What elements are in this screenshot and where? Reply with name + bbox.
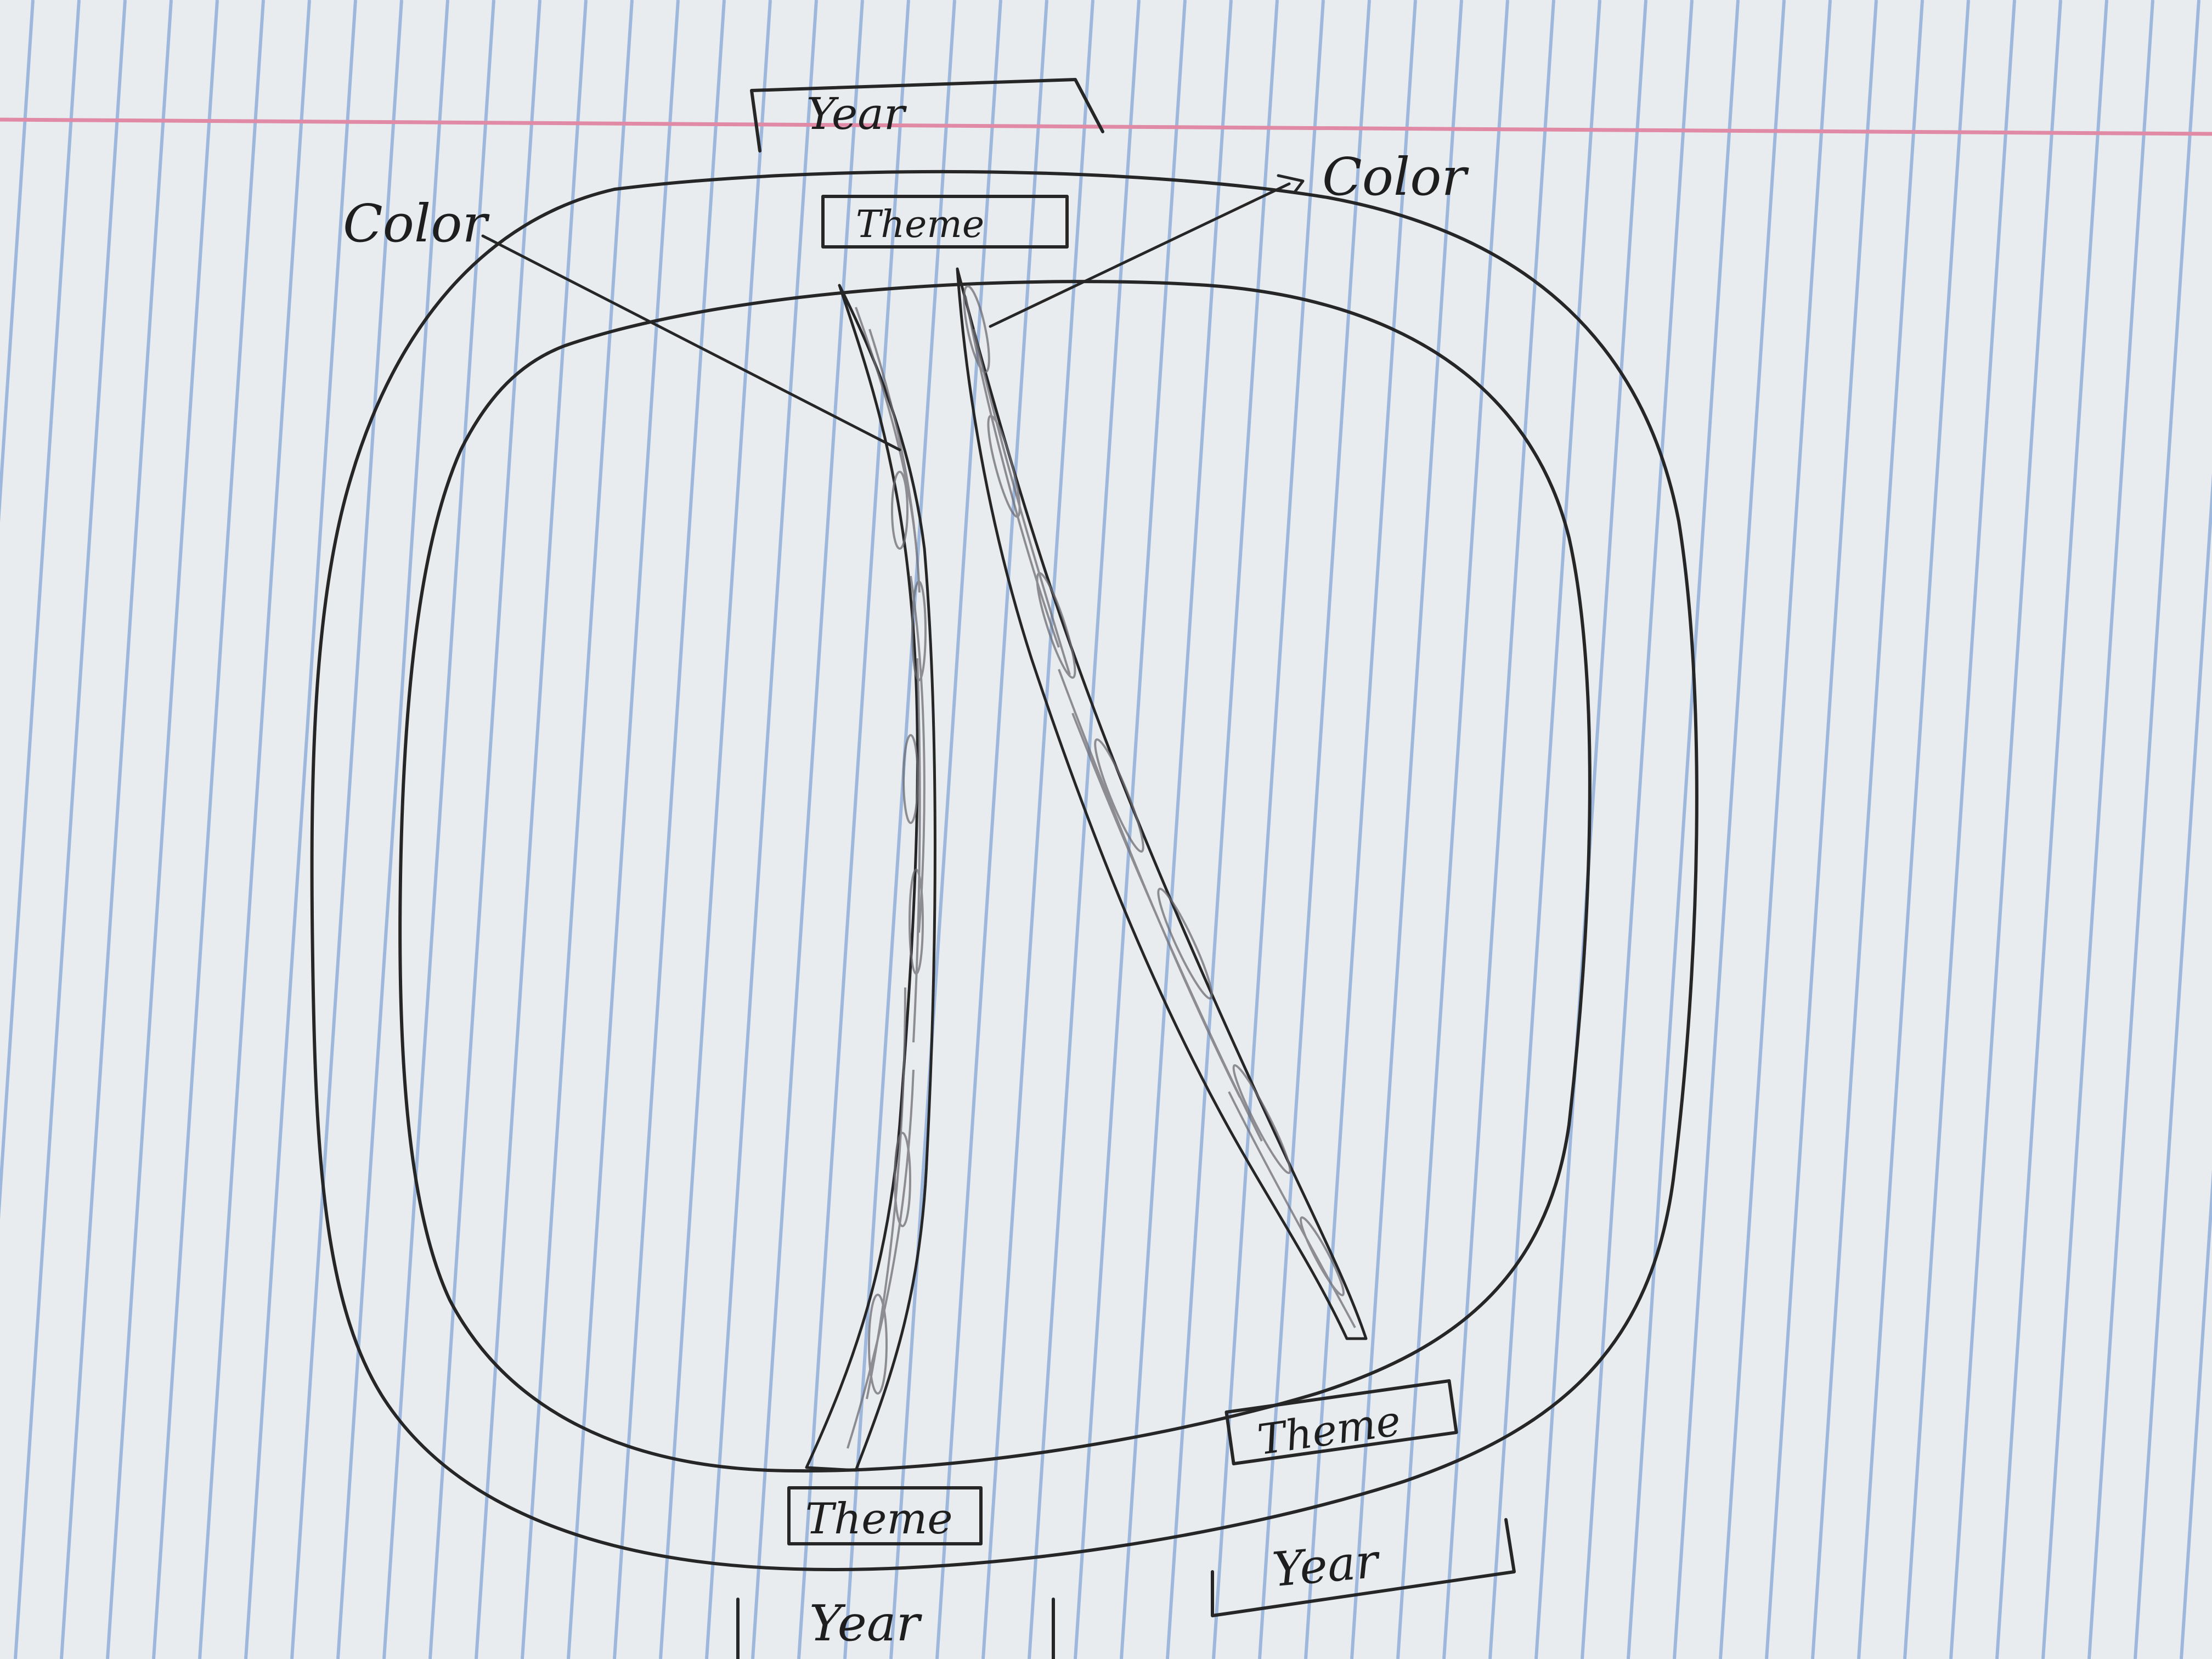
ruled-line [2180, 1169, 2212, 1659]
ruled-line [428, 0, 541, 1659]
ruled-line [290, 0, 403, 1659]
margin-line [0, 117, 2212, 136]
ruled-line [705, 0, 818, 1659]
ruled-line [0, 0, 35, 523]
ruled-line [1120, 0, 1233, 1659]
ruled-line [1903, 0, 2016, 1659]
ruled-line [1488, 0, 1601, 1659]
ruled-line [152, 0, 265, 1659]
ruled-line [2134, 472, 2212, 1659]
ruled-line [1350, 0, 1463, 1659]
inner-ring [398, 280, 1592, 1473]
ruled-line [14, 0, 127, 1659]
ruled-line [1995, 0, 2108, 1659]
ruled-line [1258, 0, 1371, 1659]
ruled-line [198, 0, 311, 1659]
ruled-line [1581, 0, 1694, 1659]
ruled-line [382, 0, 495, 1659]
ruled-line [1811, 0, 1924, 1659]
ruled-line [475, 0, 588, 1659]
ruled-line [2087, 0, 2200, 1659]
bottom-right-theme-box [1224, 1379, 1458, 1466]
left-chord-shading [847, 307, 927, 1449]
top-year-label: Year [806, 88, 907, 139]
ruled-line [1212, 0, 1325, 1659]
ruled-line [0, 0, 81, 1220]
ruled-line [889, 0, 1002, 1659]
ruled-line [106, 0, 219, 1659]
ruled-line [60, 0, 173, 1659]
ruled-line [244, 0, 357, 1659]
outer-ring [310, 170, 1699, 1571]
ruled-line [1396, 0, 1509, 1659]
ruled-line [981, 0, 1094, 1659]
bottom-right-year-label: Year [1270, 1533, 1383, 1598]
ruled-line [751, 0, 864, 1659]
ruled-line [1719, 0, 1832, 1659]
top-year-bracket [750, 78, 1104, 153]
ruled-line [1949, 0, 2062, 1659]
top-theme-box [821, 195, 1069, 249]
ruled-line [1442, 0, 1555, 1659]
ruled-line [1673, 0, 1786, 1659]
ruled-line [336, 0, 449, 1659]
ruled-line [1074, 0, 1187, 1659]
bottom-left-theme-label: Theme [805, 1494, 953, 1544]
color-right-arrow [1277, 174, 1305, 194]
ruled-line [1166, 0, 1279, 1659]
ruled-line [935, 0, 1048, 1659]
ruled-line [2041, 0, 2154, 1659]
top-color-left-label: Color [343, 194, 490, 254]
color-left-leader [481, 234, 901, 452]
ruled-line [1304, 0, 1417, 1659]
ruled-line [1765, 0, 1878, 1659]
ruled-line [521, 0, 634, 1659]
ruled-line [1857, 0, 1970, 1659]
top-theme-label: Theme [856, 203, 984, 246]
ruled-line [613, 0, 726, 1659]
left-chord [805, 284, 936, 1472]
bottom-left-theme-box [787, 1486, 983, 1545]
bottom-right-year-bracket [1211, 1518, 1516, 1617]
ruled-line [1627, 0, 1740, 1659]
ruled-line [797, 0, 910, 1659]
bottom-left-year-bracket [736, 1598, 1055, 1659]
ruled-line [1028, 0, 1141, 1659]
ruled-line [843, 0, 956, 1659]
ruled-line [567, 0, 680, 1659]
ruled-line [659, 0, 772, 1659]
top-color-right-label: Color [1322, 147, 1469, 207]
right-chord-shading [963, 285, 1356, 1328]
color-right-leader [989, 182, 1291, 328]
bottom-left-year-label: Year [809, 1595, 923, 1652]
